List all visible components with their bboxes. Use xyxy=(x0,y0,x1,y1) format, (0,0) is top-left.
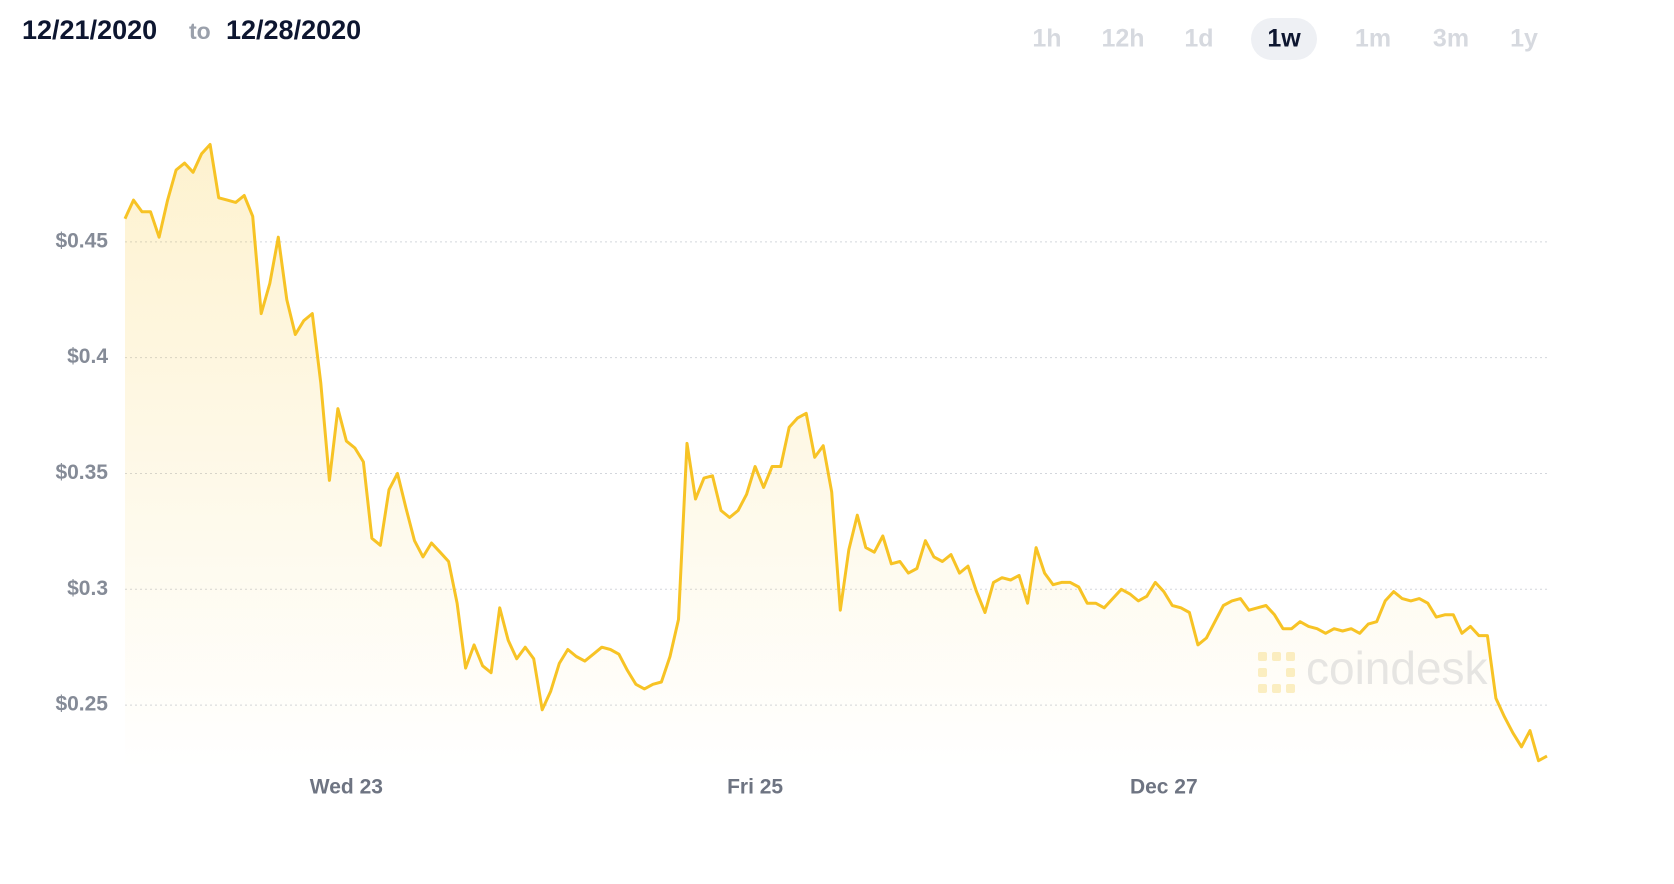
y-tick-label: $0.45 xyxy=(55,229,108,252)
price-line xyxy=(123,143,1548,763)
date-to: 12/28/2020 xyxy=(226,15,361,45)
range-button[interactable]: 1w xyxy=(1267,25,1301,53)
range-button[interactable]: 1h xyxy=(1032,25,1061,53)
range-button[interactable]: 1y xyxy=(1510,25,1538,53)
range-button[interactable]: 12h xyxy=(1101,25,1144,53)
y-tick-label: $0.25 xyxy=(55,693,108,716)
x-tick-label: Wed 23 xyxy=(310,776,383,799)
y-tick-label: $0.4 xyxy=(67,345,108,368)
date-from: 12/21/2020 xyxy=(22,15,157,45)
date-separator: to xyxy=(189,18,211,44)
range-button[interactable]: 1m xyxy=(1355,25,1391,53)
range-button[interactable]: 3m xyxy=(1433,25,1469,53)
y-tick-label: $0.3 xyxy=(67,577,108,600)
x-tick-label: Dec 27 xyxy=(1130,776,1198,799)
range-button-bg xyxy=(1251,18,1317,60)
y-tick-label: $0.35 xyxy=(55,461,108,484)
area-fill xyxy=(125,144,1547,770)
range-button[interactable]: 1d xyxy=(1184,25,1213,53)
x-tick-label: Fri 25 xyxy=(727,776,783,799)
